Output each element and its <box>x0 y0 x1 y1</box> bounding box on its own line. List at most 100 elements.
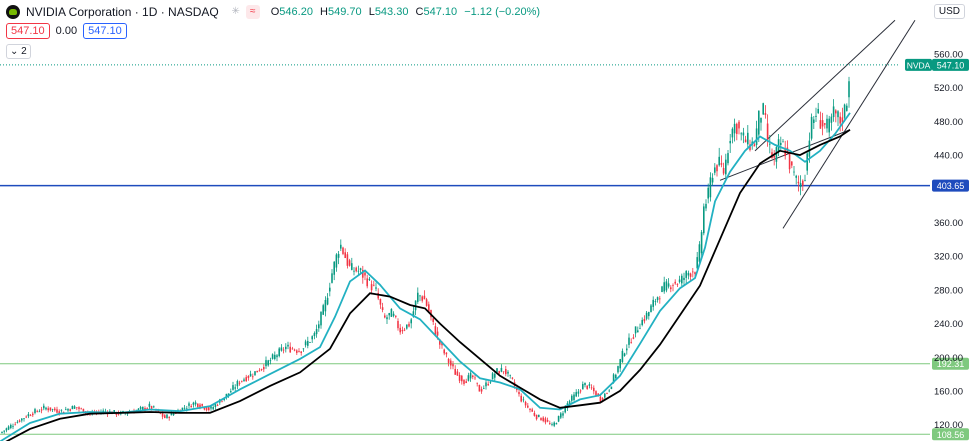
candle-body <box>243 379 245 382</box>
candle-body <box>474 377 476 379</box>
ma-fast-line[interactable] <box>0 112 851 441</box>
candle-body <box>335 254 338 268</box>
candle-body <box>309 342 311 343</box>
candle-body <box>802 180 804 186</box>
candle-body <box>696 257 698 269</box>
candle-body <box>604 393 606 398</box>
candle-body <box>793 171 795 173</box>
sell-price[interactable]: 547.10 <box>6 23 50 39</box>
candle-body <box>520 395 522 402</box>
candle-body <box>826 118 828 129</box>
candle-body <box>56 409 58 413</box>
trend-line-2[interactable] <box>782 19 916 229</box>
candle-body <box>212 406 214 410</box>
candle-body <box>577 391 580 394</box>
candle-body <box>401 329 404 332</box>
candle-body <box>245 377 247 382</box>
candle-body <box>480 389 483 392</box>
candle-body <box>346 254 349 266</box>
indicators-collapse[interactable]: ⌄ 2 <box>6 44 31 59</box>
candle-body <box>553 422 555 426</box>
snowflake-icon[interactable]: ✳ <box>231 6 240 17</box>
candle-body <box>14 424 16 426</box>
candle-body <box>439 339 441 345</box>
candle-body <box>839 116 841 124</box>
candle-body <box>76 407 78 409</box>
candle-body <box>810 116 813 139</box>
candle-body <box>551 424 553 425</box>
candle-body <box>557 415 560 422</box>
wave-icon[interactable]: ≈ <box>245 5 260 19</box>
candle-body <box>813 119 815 123</box>
candle-body <box>714 167 716 173</box>
candle-body <box>313 333 316 337</box>
candle-body <box>744 139 747 143</box>
candle-body <box>38 411 41 413</box>
candle-body <box>639 328 641 330</box>
buy-price[interactable]: 547.10 <box>83 23 127 39</box>
candle-body <box>830 116 833 123</box>
candle-body <box>390 308 393 317</box>
price-axis[interactable]: 560.00 520.00 480.00 440.00 360.00 320.00 280.… <box>905 49 969 431</box>
candle-body <box>689 273 692 277</box>
ma-slow-line[interactable] <box>0 129 851 441</box>
candle-body <box>58 411 60 414</box>
candle-body <box>355 267 357 272</box>
symbol-label: NVDA <box>907 60 931 70</box>
candle-body <box>485 382 487 387</box>
candle-body <box>549 423 551 424</box>
horizontal-lines: 403.65 192.31 108.56 <box>0 179 969 441</box>
candle-body <box>615 374 617 379</box>
candle-body <box>357 270 360 272</box>
candle-body <box>661 286 663 293</box>
trend-line-1[interactable] <box>754 19 896 152</box>
candle-body <box>725 159 727 175</box>
nvidia-logo-icon <box>6 5 20 19</box>
y-tick-label: 360.00 <box>934 218 963 229</box>
candle-body <box>368 278 371 281</box>
candle-body <box>791 161 793 166</box>
candle-body <box>221 401 223 403</box>
candle-body <box>300 351 302 354</box>
candle-body <box>665 281 668 291</box>
symbol-title[interactable]: NVIDIA Corporation · 1D · NASDAQ <box>26 5 219 19</box>
candle-body <box>500 367 503 372</box>
candle-body <box>700 232 703 254</box>
candle-body <box>293 349 296 351</box>
currency-selector[interactable]: USD <box>933 4 965 19</box>
candle-body <box>201 403 203 406</box>
y-tick-label: 240.00 <box>934 319 963 330</box>
candle-body <box>168 417 170 419</box>
candle-body <box>78 407 80 410</box>
candle-body <box>142 406 144 410</box>
candle-body <box>608 390 610 392</box>
candle-body <box>654 301 657 302</box>
candle-body <box>102 410 104 413</box>
candle-body <box>254 371 256 376</box>
candle-body <box>623 353 626 356</box>
candle-body <box>546 420 549 422</box>
candle-body <box>252 376 254 378</box>
candle-body <box>216 404 219 406</box>
candle-body <box>641 319 643 325</box>
candle-body <box>630 342 632 343</box>
candle-body <box>562 413 564 416</box>
candle-body <box>450 360 452 366</box>
candle-body <box>568 401 571 405</box>
candle-body <box>353 270 355 272</box>
candle-body <box>315 329 318 335</box>
candle-body <box>32 413 34 416</box>
candle-body <box>683 277 685 281</box>
candle-body <box>670 287 672 290</box>
candle-body <box>419 295 421 297</box>
candle-body <box>628 337 630 345</box>
candle-body <box>674 281 676 284</box>
candle-body <box>126 413 129 415</box>
candle-body <box>544 418 547 423</box>
candle-body <box>705 203 707 209</box>
candle-body <box>593 387 595 392</box>
candle-body <box>362 269 364 278</box>
candle-body <box>333 261 335 275</box>
candle-body <box>67 408 69 411</box>
